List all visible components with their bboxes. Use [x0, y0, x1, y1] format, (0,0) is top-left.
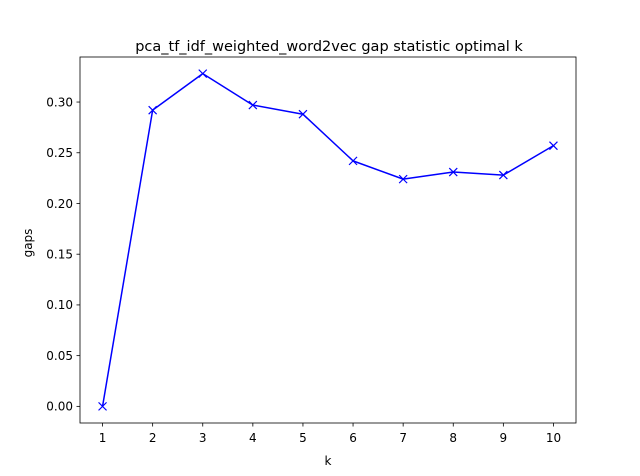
x-tick-label: 4 [249, 431, 257, 445]
x-tick-label: 10 [546, 431, 561, 445]
series-line [101, 72, 555, 408]
data-point-marker [448, 167, 458, 177]
data-point-marker [98, 401, 107, 411]
y-tick-label: 0.25 [46, 146, 73, 160]
x-tick-label: 9 [500, 431, 508, 445]
data-point-marker [198, 69, 208, 79]
x-axis-label: k [325, 454, 332, 468]
data-point-marker [248, 100, 258, 110]
y-tick-label: 0.20 [46, 197, 73, 211]
y-tick-label: 0.15 [46, 248, 73, 262]
x-tick-label: 6 [349, 431, 357, 445]
y-tick-label: 0.30 [46, 95, 73, 109]
y-tick-label: 0.05 [46, 349, 73, 363]
x-tick-label: 8 [449, 431, 457, 445]
plot-area: 1 2 3 4 5 6 7 8 9 10 0.00 0.05 0.10 0.15 0.20 0.25 0.30 [46, 56, 577, 445]
axes-frame [79, 56, 577, 424]
data-point-marker [148, 105, 158, 115]
y-axis-label: gaps [21, 229, 35, 258]
data-point-marker [549, 141, 558, 151]
x-tick-label: 3 [199, 431, 207, 445]
x-tick-label: 1 [99, 431, 107, 445]
data-point-marker [498, 170, 508, 180]
y-tick-label: 0.10 [46, 298, 73, 312]
data-point-marker [298, 109, 308, 119]
x-tick-label: 2 [149, 431, 157, 445]
x-tick-label: 7 [399, 431, 407, 445]
data-point-marker [348, 156, 358, 166]
data-point-marker [398, 174, 408, 184]
y-tick-label: 0.00 [46, 400, 73, 414]
chart-title: pca_tf_idf_weighted_word2vec gap statist… [135, 39, 523, 55]
x-tick-label: 5 [299, 431, 307, 445]
